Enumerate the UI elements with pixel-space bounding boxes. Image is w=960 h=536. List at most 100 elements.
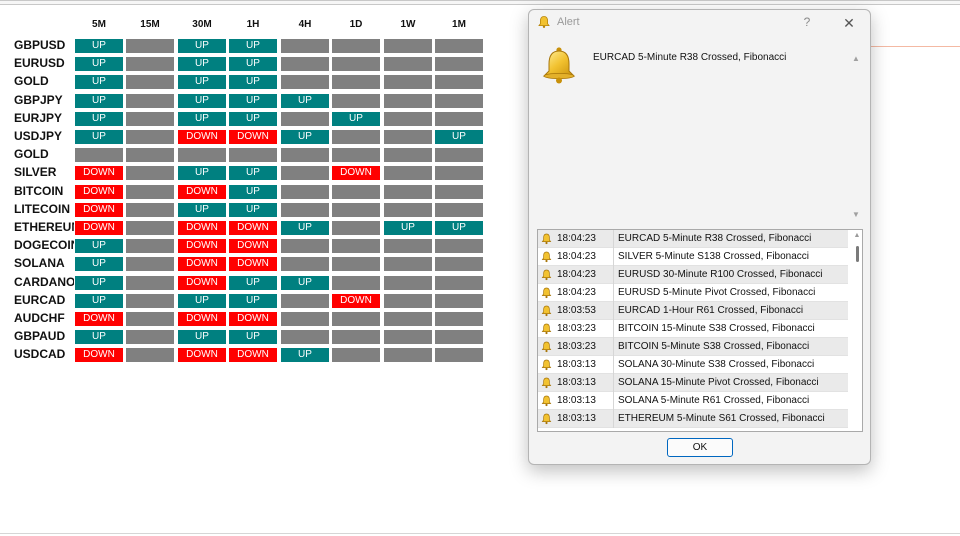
alert-history-row[interactable]: 18:03:13 SOLANA 5-Minute R61 Crossed, Fib… bbox=[538, 392, 848, 410]
signal-cell: UP bbox=[229, 39, 277, 53]
help-button[interactable]: ? bbox=[803, 15, 811, 29]
symbol-label: EURJPY bbox=[14, 111, 63, 125]
alert-title: Alert bbox=[557, 16, 580, 28]
alert-history-list[interactable]: 18:04:23 EURCAD 5-Minute R38 Crossed, Fib… bbox=[537, 229, 863, 432]
signal-cell: UP bbox=[75, 294, 123, 308]
signal-cell: UP bbox=[178, 330, 226, 344]
signal-cell bbox=[332, 257, 380, 271]
list-scroll-up-icon[interactable]: ▲ bbox=[853, 232, 861, 239]
signal-cell bbox=[332, 94, 380, 108]
column-divider bbox=[613, 248, 614, 266]
symbol-label: LITECOIN bbox=[14, 202, 70, 216]
alert-dialog[interactable]: Alert ? ✕ EURCAD 5-Minute R38 Crossed, F… bbox=[528, 9, 871, 465]
alert-history-row[interactable]: 18:03:13 ETHEREUM 5-Minute S61 Crossed, F… bbox=[538, 410, 848, 428]
signal-cell bbox=[384, 39, 432, 53]
signal-cell bbox=[126, 130, 174, 144]
column-divider bbox=[613, 374, 614, 392]
signal-cell: UP bbox=[178, 203, 226, 217]
signal-cell bbox=[435, 239, 483, 253]
column-divider bbox=[613, 356, 614, 374]
alert-row-message: EURCAD 1-Hour R61 Crossed, Fibonacci bbox=[618, 305, 804, 316]
signal-cell: UP bbox=[281, 348, 329, 362]
ok-button[interactable]: OK bbox=[667, 438, 733, 457]
alert-time: 18:04:23 bbox=[557, 233, 596, 244]
signal-cell: UP bbox=[229, 330, 277, 344]
timeframe-header: 5M bbox=[92, 19, 106, 30]
signal-cell bbox=[384, 330, 432, 344]
price-level-line bbox=[868, 46, 960, 47]
signal-cell: UP bbox=[75, 130, 123, 144]
signal-cell: UP bbox=[435, 130, 483, 144]
signal-cell bbox=[384, 257, 432, 271]
signal-cell bbox=[332, 330, 380, 344]
signal-cell: UP bbox=[229, 203, 277, 217]
signal-cell: UP bbox=[178, 166, 226, 180]
symbol-label: ETHEREUM bbox=[14, 220, 74, 234]
signal-cell bbox=[435, 312, 483, 326]
timeframe-header: 30M bbox=[192, 19, 212, 30]
signal-cell: DOWN bbox=[75, 203, 123, 217]
symbol-label: EURUSD bbox=[14, 56, 65, 70]
signal-cell: UP bbox=[229, 57, 277, 71]
column-divider bbox=[613, 392, 614, 410]
signal-cell: DOWN bbox=[178, 348, 226, 362]
signal-cell bbox=[126, 312, 174, 326]
signal-cell bbox=[126, 294, 174, 308]
signal-cell: DOWN bbox=[332, 166, 380, 180]
alert-history-row[interactable]: 18:03:13 SOLANA 30-Minute S38 Crossed, Fi… bbox=[538, 356, 848, 374]
signal-cell bbox=[126, 94, 174, 108]
signal-cell bbox=[332, 75, 380, 89]
signal-cell bbox=[178, 148, 226, 162]
symbol-label: GBPAUD bbox=[14, 329, 66, 343]
chart-top-border bbox=[0, 0, 960, 5]
alert-history-row[interactable]: 18:03:23 BITCOIN 15-Minute S38 Crossed, F… bbox=[538, 320, 848, 338]
alert-history-row[interactable]: 18:03:23 BITCOIN 5-Minute S38 Crossed, Fi… bbox=[538, 338, 848, 356]
signal-cell bbox=[126, 348, 174, 362]
signal-cell: UP bbox=[178, 39, 226, 53]
signal-cell bbox=[435, 185, 483, 199]
signal-cell bbox=[384, 185, 432, 199]
alert-time: 18:03:13 bbox=[557, 413, 596, 424]
signal-cell: DOWN bbox=[178, 239, 226, 253]
alert-history-row[interactable]: 18:03:53 EURCAD 1-Hour R61 Crossed, Fibon… bbox=[538, 302, 848, 320]
close-button[interactable]: ✕ bbox=[843, 15, 855, 31]
signal-cell bbox=[281, 185, 329, 199]
signal-cell bbox=[384, 94, 432, 108]
signal-cell bbox=[281, 239, 329, 253]
signal-cell bbox=[126, 75, 174, 89]
alert-time: 18:03:23 bbox=[557, 341, 596, 352]
alert-titlebar[interactable]: Alert ? ✕ bbox=[529, 10, 870, 36]
alert-history-row[interactable]: 18:04:23 EURUSD 5-Minute Pivot Crossed, F… bbox=[538, 284, 848, 302]
column-divider bbox=[613, 302, 614, 320]
signal-cell: UP bbox=[229, 185, 277, 199]
message-scroll-down-icon[interactable]: ▼ bbox=[852, 210, 860, 219]
signal-cell bbox=[384, 166, 432, 180]
signal-cell: UP bbox=[178, 294, 226, 308]
alert-time: 18:03:53 bbox=[557, 305, 596, 316]
column-divider bbox=[613, 410, 614, 428]
column-divider bbox=[613, 338, 614, 356]
bell-icon bbox=[541, 305, 552, 317]
alert-history-row[interactable]: 18:04:23 EURCAD 5-Minute R38 Crossed, Fib… bbox=[538, 230, 848, 248]
alert-time: 18:03:13 bbox=[557, 395, 596, 406]
signal-cell: UP bbox=[229, 294, 277, 308]
signal-cell bbox=[384, 57, 432, 71]
alert-history-row[interactable]: 18:04:23 SILVER 5-Minute S138 Crossed, Fi… bbox=[538, 248, 848, 266]
bell-icon bbox=[541, 413, 552, 425]
signal-cell bbox=[126, 112, 174, 126]
signal-cell bbox=[126, 148, 174, 162]
alert-history-row[interactable]: 18:04:23 EURUSD 30-Minute R100 Crossed, F… bbox=[538, 266, 848, 284]
signal-cell bbox=[384, 348, 432, 362]
alert-history-row[interactable]: 18:03:13 SOLANA 15-Minute Pivot Crossed, … bbox=[538, 374, 848, 392]
timeframe-header: 15M bbox=[140, 19, 160, 30]
signal-cell bbox=[126, 57, 174, 71]
signal-cell bbox=[126, 166, 174, 180]
signal-cell bbox=[384, 75, 432, 89]
signal-cell bbox=[281, 57, 329, 71]
alert-row-message: BITCOIN 15-Minute S38 Crossed, Fibonacci bbox=[618, 323, 815, 334]
signal-cell: UP bbox=[178, 75, 226, 89]
bell-icon bbox=[541, 395, 552, 407]
list-scrollbar-thumb[interactable] bbox=[856, 246, 859, 262]
message-scroll-up-icon[interactable]: ▲ bbox=[852, 54, 860, 63]
alert-row-message: SILVER 5-Minute S138 Crossed, Fibonacci bbox=[618, 251, 810, 262]
